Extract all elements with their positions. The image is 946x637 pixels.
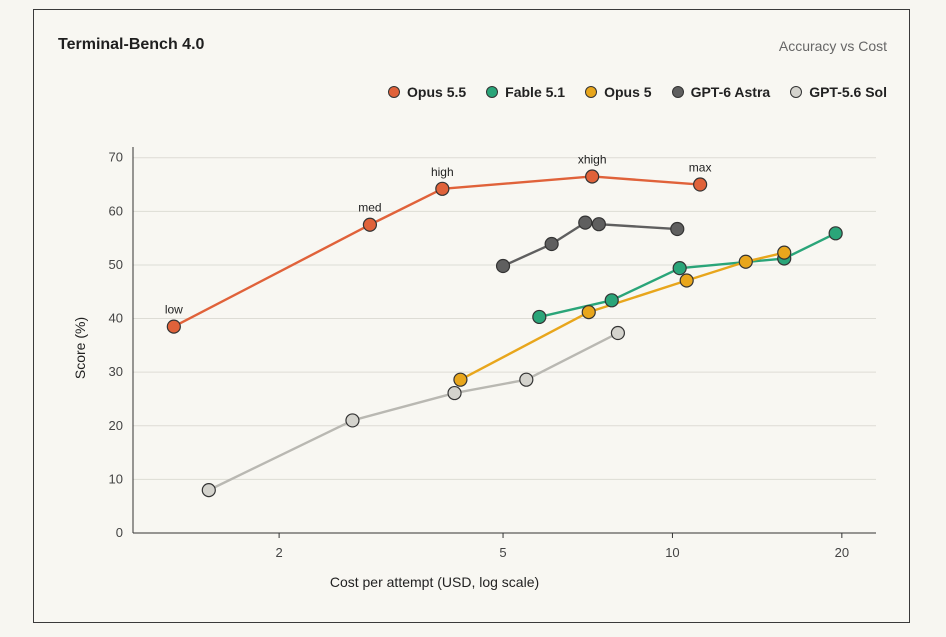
point-fable-5-1-0 [532, 309, 547, 325]
y-tick-label-70: 70 [109, 150, 123, 165]
point-opus-5-5-4 [693, 177, 708, 192]
point-fable-5-1-2 [672, 261, 687, 276]
x-tick-label-20: 20 [835, 545, 849, 560]
point-label-xhigh: xhigh [578, 152, 607, 166]
point-gpt-6-astra-3 [591, 217, 606, 232]
legend-marker-gpt-6-astra [671, 86, 684, 98]
point-label-low: low [165, 303, 183, 317]
y-tick-label-50: 50 [109, 257, 123, 272]
series-line-gpt-6-astra [502, 221, 678, 268]
chart-subtitle: Accuracy vs Cost [778, 38, 887, 54]
legend-marker-fable-5-1 [486, 86, 499, 98]
y-axis-title: Score (%) [72, 317, 88, 379]
point-gpt-5-6-sol-2 [447, 385, 462, 401]
point-gpt-5-6-sol-4 [610, 325, 626, 341]
legend-marker-opus-5-5 [388, 86, 401, 98]
legend-label-opus-5: Opus 5 [604, 84, 652, 100]
chart-card: Terminal-Bench 4.0 Accuracy vs Cost Opus… [33, 9, 910, 623]
y-tick-label-40: 40 [109, 311, 123, 326]
point-opus-5-0 [453, 372, 468, 387]
chart-title: Terminal-Bench 4.0 [58, 36, 205, 53]
point-gpt-6-astra-0 [495, 258, 511, 274]
point-gpt-6-astra-1 [544, 236, 559, 252]
series-line-opus-5 [459, 251, 785, 381]
legend-label-gpt-6-astra: GPT-6 Astra [690, 84, 771, 100]
point-label-max: max [689, 161, 712, 175]
legend-label-fable-5-1: Fable 5.1 [505, 84, 566, 100]
y-tick-label-0: 0 [116, 525, 123, 540]
y-tick-label-60: 60 [109, 203, 123, 218]
legend-item-opus-5: Opus 5 [585, 84, 652, 100]
y-tick-label-30: 30 [109, 364, 123, 379]
point-opus-5-4 [777, 245, 792, 260]
point-gpt-6-astra-4 [670, 221, 685, 237]
x-tick-label-2: 2 [275, 545, 282, 560]
legend-item-gpt-5-6-sol: GPT-5.6 Sol [790, 84, 887, 100]
point-fable-5-1-1 [604, 293, 619, 308]
point-label-high: high [431, 165, 454, 179]
y-tick-label-20: 20 [109, 418, 123, 433]
point-opus-5-5-0 [166, 319, 181, 334]
point-gpt-6-astra-2 [578, 215, 593, 230]
point-gpt-5-6-sol-0 [201, 483, 216, 498]
legend-item-gpt-6-astra: GPT-6 Astra [671, 84, 771, 100]
legend-label-opus-5-5: Opus 5.5 [407, 84, 467, 100]
point-gpt-5-6-sol-1 [345, 413, 360, 428]
x-tick-label-10: 10 [665, 545, 679, 560]
x-axis-title: Cost per attempt (USD, log scale) [330, 574, 539, 590]
point-opus-5-5-1 [362, 217, 378, 232]
series-line-gpt-5-6-sol [208, 331, 619, 492]
point-fable-5-1-4 [828, 226, 843, 241]
point-gpt-5-6-sol-3 [519, 372, 534, 387]
point-opus-5-5-2 [435, 181, 450, 196]
x-tick-label-5: 5 [499, 545, 506, 560]
point-opus-5-1 [581, 305, 596, 320]
series-line-opus-5-5 [173, 175, 701, 328]
legend: Opus 5.5 Fable 5.1 Opus 5 GPT-6 Astra GPT-5.… [388, 84, 887, 100]
point-opus-5-3 [738, 254, 753, 269]
point-opus-5-5-3 [585, 169, 600, 184]
legend-item-opus-5-5: Opus 5.5 [388, 84, 466, 100]
point-opus-5-2 [679, 273, 694, 288]
legend-label-gpt-5-6-sol: GPT-5.6 Sol [809, 84, 887, 100]
y-tick-label-10: 10 [109, 471, 123, 486]
legend-marker-gpt-5-6-sol [790, 86, 803, 98]
legend-item-fable-5-1: Fable 5.1 [486, 84, 565, 100]
legend-marker-opus-5 [585, 86, 598, 98]
point-label-med: med [358, 201, 381, 215]
